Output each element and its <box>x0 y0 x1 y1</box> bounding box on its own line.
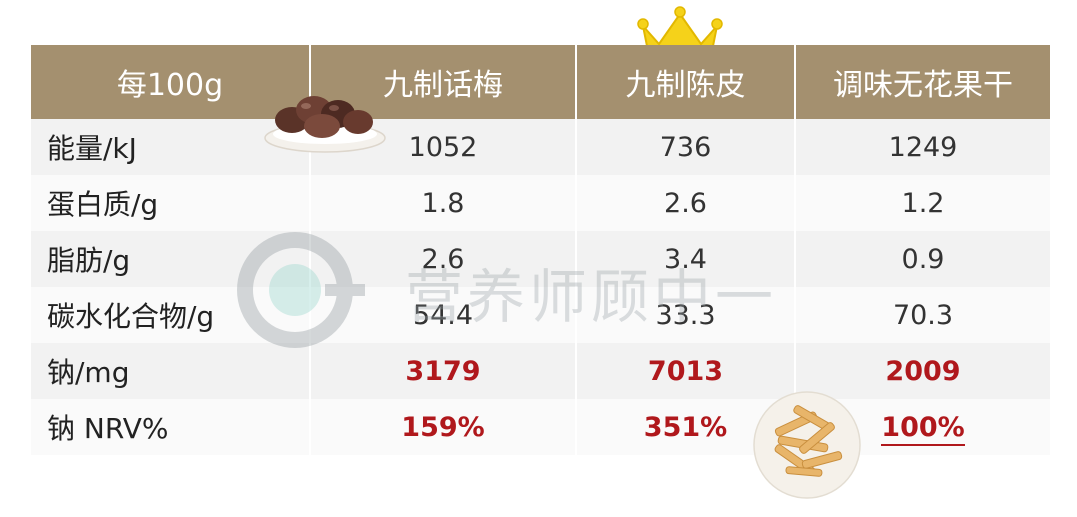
table-cell: 3.4 <box>575 231 795 287</box>
row-label: 能量/kJ <box>31 119 310 175</box>
table-cell: 70.3 <box>794 287 1050 343</box>
table-cell: 3179 <box>309 343 576 399</box>
table-cell: 54.4 <box>309 287 576 343</box>
dried-peel-dish-image <box>753 391 861 499</box>
table-cell: 1.8 <box>309 175 576 231</box>
row-label: 钠/mg <box>31 343 310 399</box>
row-label: 钠 NRV% <box>31 399 310 455</box>
header-dried-peel: 九制陈皮 <box>575 45 795 119</box>
table-cell: 0.9 <box>794 231 1050 287</box>
row-label: 脂肪/g <box>31 231 310 287</box>
table-cell: 2.6 <box>309 231 576 287</box>
table-row: 能量/kJ 1052 736 1249 <box>31 119 1050 175</box>
table-cell: 1.2 <box>794 175 1050 231</box>
underlined-value: 100% <box>881 411 965 446</box>
table-cell: 33.3 <box>575 287 795 343</box>
table-row: 蛋白质/g 1.8 2.6 1.2 <box>31 175 1050 231</box>
dried-plum-dish-image <box>264 96 386 153</box>
table-cell: 2.6 <box>575 175 795 231</box>
table-cell: 736 <box>575 119 795 175</box>
table-cell: 7013 <box>575 343 795 399</box>
table-row: 脂肪/g 2.6 3.4 0.9 <box>31 231 1050 287</box>
header-row: 每100g 九制话梅 九制陈皮 调味无花果干 <box>31 45 1050 119</box>
table-row: 碳水化合物/g 54.4 33.3 70.3 <box>31 287 1050 343</box>
table-cell: 1249 <box>794 119 1050 175</box>
nutrition-table: 每100g 九制话梅 九制陈皮 调味无花果干 能量/kJ 1052 736 12… <box>31 45 1050 455</box>
table-cell: 2009 <box>794 343 1050 399</box>
row-label: 蛋白质/g <box>31 175 310 231</box>
table-row: 钠/mg 3179 7013 2009 <box>31 343 1050 399</box>
table-row: 钠 NRV% 159% 351% 100% <box>31 399 1050 455</box>
table-cell: 159% <box>309 399 576 455</box>
row-label: 碳水化合物/g <box>31 287 310 343</box>
header-dried-fig: 调味无花果干 <box>794 45 1050 119</box>
header-per100g: 每100g <box>31 45 310 119</box>
header-dried-plum: 九制话梅 <box>309 45 576 119</box>
